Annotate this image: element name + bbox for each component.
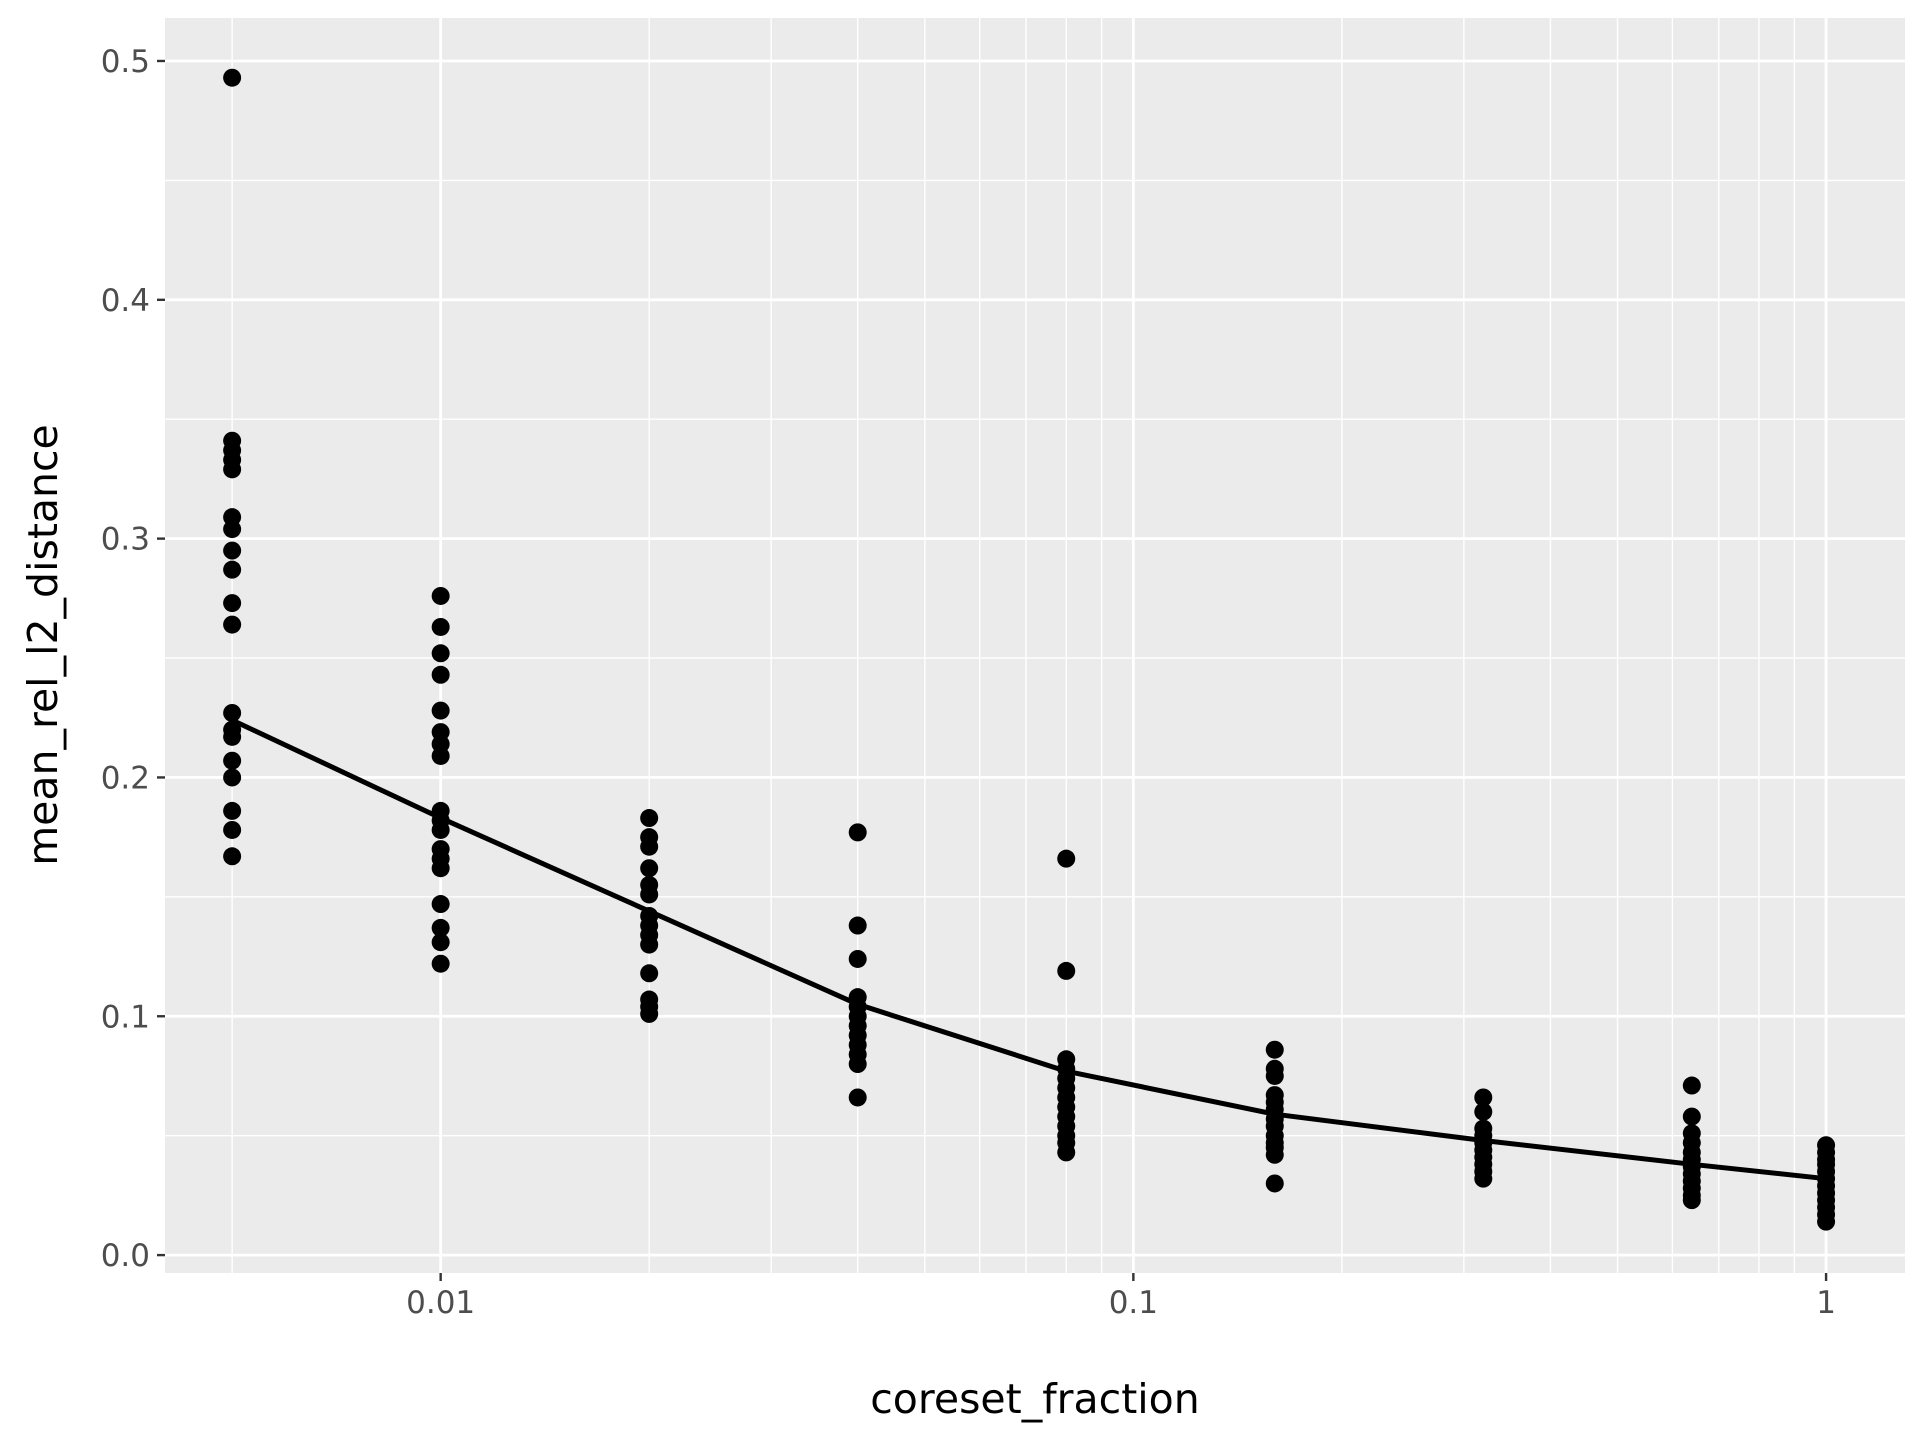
- data-point: [848, 949, 867, 968]
- data-point: [1474, 1088, 1493, 1107]
- data-point: [431, 644, 450, 663]
- data-point: [431, 701, 450, 720]
- data-point: [848, 916, 867, 935]
- data-point: [431, 820, 450, 839]
- data-point: [1474, 1169, 1493, 1188]
- data-point: [848, 823, 867, 842]
- data-point: [1265, 1040, 1284, 1059]
- data-point: [1682, 1191, 1701, 1210]
- x-tick-label: 1: [1816, 1285, 1836, 1321]
- data-point: [1682, 1107, 1701, 1126]
- y-tick-label: 0.3: [101, 522, 150, 558]
- data-point: [1265, 1066, 1284, 1085]
- data-point: [431, 933, 450, 952]
- data-point: [223, 768, 242, 787]
- data-point: [223, 751, 242, 770]
- y-tick-label: 0.1: [101, 999, 150, 1035]
- x-axis-title: coreset_fraction: [870, 1375, 1199, 1423]
- data-point: [1265, 1145, 1284, 1164]
- data-point: [640, 964, 659, 983]
- data-point: [431, 859, 450, 878]
- data-point: [223, 801, 242, 820]
- plot-panel: [165, 18, 1905, 1273]
- minor-gridlines: [165, 18, 1905, 1273]
- data-point: [848, 1088, 867, 1107]
- data-point: [1817, 1212, 1836, 1231]
- data-point: [431, 895, 450, 914]
- data-point: [1057, 849, 1076, 868]
- data-point: [1057, 961, 1076, 980]
- y-tick-label: 0.0: [101, 1238, 150, 1274]
- data-point: [640, 837, 659, 856]
- data-point: [223, 703, 242, 722]
- x-tick-label: 0.01: [406, 1285, 475, 1321]
- x-tick-label: 0.1: [1109, 1285, 1158, 1321]
- data-point: [223, 460, 242, 479]
- data-point: [223, 68, 242, 87]
- data-point: [431, 586, 450, 605]
- data-point: [640, 935, 659, 954]
- y-tick-label: 0.5: [101, 44, 150, 80]
- data-point: [223, 820, 242, 839]
- data-point: [640, 859, 659, 878]
- data-point: [640, 885, 659, 904]
- data-point: [223, 615, 242, 634]
- data-point: [223, 541, 242, 560]
- data-point: [223, 520, 242, 539]
- data-point: [431, 665, 450, 684]
- data-point: [1057, 1143, 1076, 1162]
- y-axis: 0.0 0.1 0.2 0.3 0.4 0.5: [101, 44, 165, 1274]
- data-point: [640, 1004, 659, 1023]
- data-point: [848, 1055, 867, 1074]
- data-point: [431, 954, 450, 973]
- data-points: [223, 68, 1836, 1231]
- data-point: [1682, 1076, 1701, 1095]
- data-point: [223, 560, 242, 579]
- data-point: [1474, 1102, 1493, 1121]
- y-axis-title: mean_rel_l2_distance: [19, 424, 67, 866]
- major-gridlines: [165, 18, 1905, 1273]
- data-point: [640, 809, 659, 828]
- data-point: [223, 727, 242, 746]
- y-tick-label: 0.2: [101, 760, 150, 796]
- data-point: [431, 918, 450, 937]
- data-point: [431, 746, 450, 765]
- x-axis: 0.01 0.1 1: [406, 1273, 1836, 1321]
- data-point: [1265, 1174, 1284, 1193]
- data-point: [431, 617, 450, 636]
- data-point: [223, 847, 242, 866]
- data-point: [223, 594, 242, 613]
- y-tick-label: 0.4: [101, 283, 150, 319]
